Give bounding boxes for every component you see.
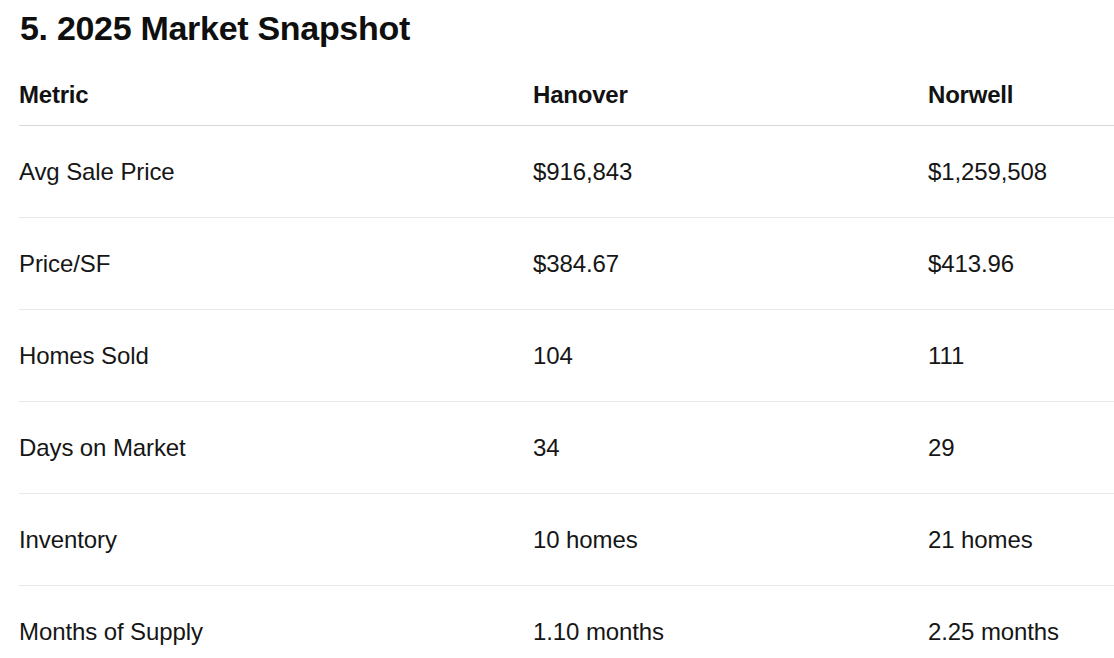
section-title: 5. 2025 Market Snapshot [20, 8, 1114, 48]
table-row: Days on Market 34 29 [19, 402, 1114, 494]
market-snapshot-section: 5. 2025 Market Snapshot Metric Hanover N… [0, 0, 1114, 658]
norwell-cell: 111 [928, 310, 1114, 402]
hanover-cell: 34 [533, 402, 928, 494]
metric-cell: Price/SF [19, 218, 533, 310]
metric-cell: Avg Sale Price [19, 126, 533, 218]
hanover-cell: 10 homes [533, 494, 928, 586]
table-header-row: Metric Hanover Norwell [19, 48, 1114, 126]
column-header-norwell: Norwell [928, 48, 1114, 126]
metric-cell: Homes Sold [19, 310, 533, 402]
table-row: Price/SF $384.67 $413.96 [19, 218, 1114, 310]
table-row: Homes Sold 104 111 [19, 310, 1114, 402]
norwell-cell: $413.96 [928, 218, 1114, 310]
hanover-cell: 1.10 months [533, 586, 928, 658]
column-header-metric: Metric [19, 48, 533, 126]
market-snapshot-table: Metric Hanover Norwell Avg Sale Price $9… [19, 48, 1114, 658]
metric-cell: Days on Market [19, 402, 533, 494]
metric-cell: Inventory [19, 494, 533, 586]
norwell-cell: 21 homes [928, 494, 1114, 586]
table-row: Inventory 10 homes 21 homes [19, 494, 1114, 586]
norwell-cell: 29 [928, 402, 1114, 494]
column-header-hanover: Hanover [533, 48, 928, 126]
hanover-cell: $916,843 [533, 126, 928, 218]
hanover-cell: 104 [533, 310, 928, 402]
table-row: Months of Supply 1.10 months 2.25 months [19, 586, 1114, 658]
hanover-cell: $384.67 [533, 218, 928, 310]
table-row: Avg Sale Price $916,843 $1,259,508 [19, 126, 1114, 218]
metric-cell: Months of Supply [19, 586, 533, 658]
norwell-cell: $1,259,508 [928, 126, 1114, 218]
norwell-cell: 2.25 months [928, 586, 1114, 658]
